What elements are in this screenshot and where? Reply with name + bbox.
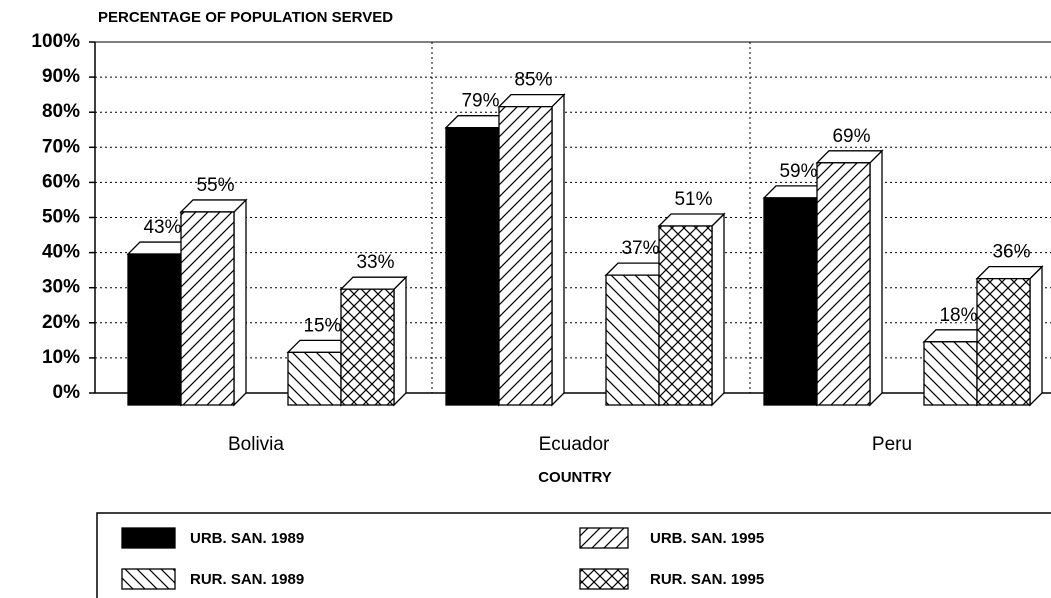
legend-swatch: [579, 527, 629, 549]
y-tick-label: 80%: [42, 101, 80, 122]
bar-side: [869, 149, 883, 407]
bar: [127, 253, 182, 406]
bar: [658, 225, 713, 406]
value-label: 15%: [303, 315, 341, 336]
x-tick-label: Bolivia: [228, 434, 284, 455]
bar: [763, 197, 818, 406]
legend-swatch: [121, 527, 176, 549]
bar-top: [975, 265, 1044, 280]
bar: [340, 288, 395, 406]
bar: [923, 341, 978, 406]
legend-box: [96, 512, 1051, 598]
legend-swatch: [579, 568, 629, 590]
legend-label: RUR. SAN. 1989: [190, 571, 304, 588]
bar-top: [657, 213, 726, 227]
y-tick-label: 90%: [42, 66, 80, 87]
y-tick-label: 100%: [31, 31, 80, 52]
bar: [180, 211, 235, 406]
bar-side: [233, 198, 247, 407]
y-tick-label: 0%: [53, 382, 81, 403]
value-label: 55%: [196, 175, 234, 196]
bar-top: [339, 276, 408, 290]
y-tick-label: 30%: [42, 277, 80, 298]
axis-title: PERCENTAGE OF POPULATION SERVED: [98, 9, 393, 26]
bar: [445, 127, 500, 406]
y-tick-label: 40%: [42, 242, 80, 263]
bar: [605, 274, 660, 406]
bar-top: [179, 199, 248, 213]
x-axis-title: COUNTRY: [538, 469, 612, 486]
value-label: 37%: [621, 238, 659, 259]
bar-top: [497, 94, 566, 108]
value-label: 79%: [461, 91, 499, 112]
bar-side: [393, 275, 407, 407]
legend-label: URB. SAN. 1989: [190, 530, 304, 547]
bar: [287, 351, 342, 406]
y-tick-label: 10%: [42, 347, 80, 368]
legend-label: RUR. SAN. 1995: [650, 571, 764, 588]
x-tick-label: Peru: [872, 434, 912, 455]
y-tick-label: 70%: [42, 136, 80, 157]
y-tick-label: 20%: [42, 312, 80, 333]
value-label: 18%: [939, 305, 977, 326]
value-label: 43%: [143, 217, 181, 238]
y-tick-label: 50%: [42, 207, 80, 228]
bar-side: [551, 93, 565, 407]
value-label: 69%: [832, 126, 870, 147]
bar: [498, 106, 553, 406]
value-label: 59%: [779, 161, 817, 182]
value-label: 51%: [674, 189, 712, 210]
value-label: 85%: [514, 70, 552, 91]
bar-top: [815, 150, 884, 164]
bar: [816, 162, 871, 406]
x-tick-label: Ecuador: [539, 434, 610, 455]
value-label: 36%: [992, 242, 1030, 263]
y-tick-label: 60%: [42, 171, 80, 192]
legend-label: URB. SAN. 1995: [650, 530, 764, 547]
bar-side: [711, 212, 725, 407]
value-label: 33%: [356, 252, 394, 273]
legend-swatch: [121, 568, 176, 590]
bar-side: [1029, 265, 1043, 407]
bar: [976, 277, 1031, 406]
